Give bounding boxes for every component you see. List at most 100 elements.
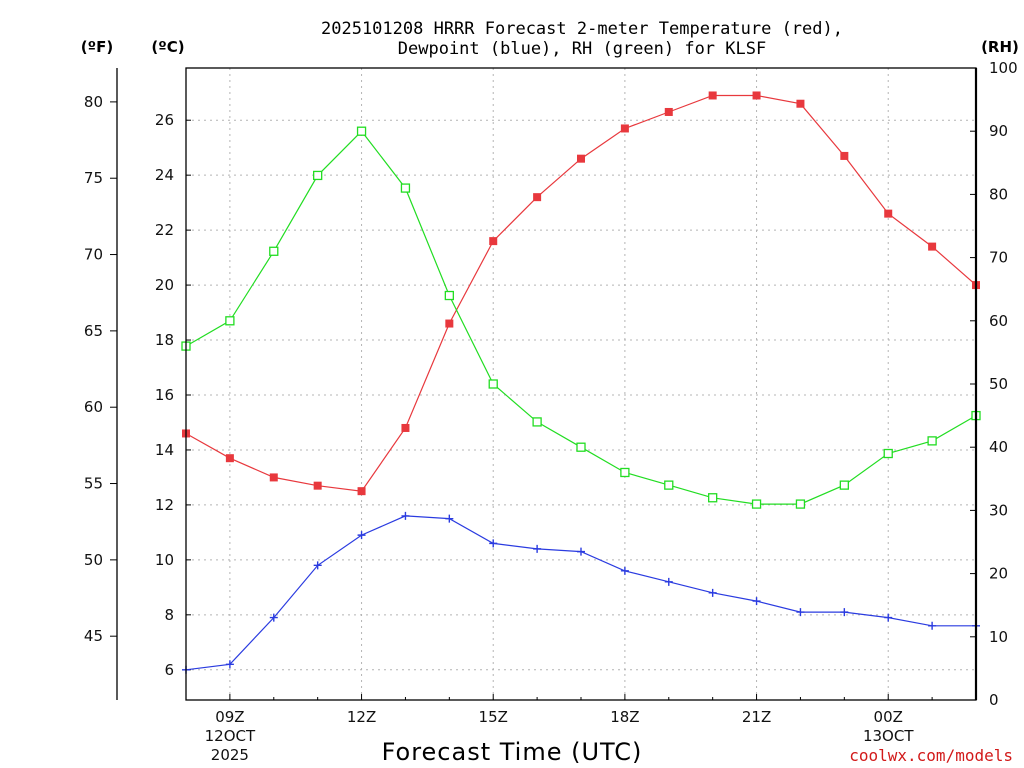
dewpoint-point: [401, 511, 410, 520]
rh-tick-label: 20: [989, 565, 1008, 583]
rh-tick-label: 70: [989, 249, 1008, 267]
rh-tick-label: 30: [989, 501, 1008, 519]
celsius-tick-label: 26: [155, 111, 174, 129]
temperature-point: [884, 209, 893, 218]
x-tick-label: 13OCT: [863, 727, 914, 745]
dewpoint-point: [752, 597, 761, 606]
rh-point: [708, 493, 718, 503]
dewpoint-point: [928, 621, 937, 630]
dewpoint-series: [182, 511, 980, 674]
temperature-point: [577, 154, 585, 163]
celsius-tick-label: 24: [155, 166, 174, 184]
chart-title-line2: Dewpoint (blue), RH (green) for KLSF: [398, 39, 766, 59]
dewpoint-point: [225, 660, 234, 669]
rh-point: [620, 467, 630, 478]
rh-unit-label: (RH): [981, 38, 1019, 56]
fahrenheit-tick-label: 55: [84, 475, 103, 493]
celsius-tick-label: 16: [155, 386, 174, 404]
fahrenheit-tick-label: 80: [84, 93, 103, 111]
fahrenheit-axis: 45 50 55 60 65 70 75 80: [84, 68, 118, 700]
dewpoint-point: [357, 531, 366, 540]
dewpoint-point: [313, 561, 322, 570]
dewpoint-point: [269, 613, 278, 622]
temperature-point: [620, 124, 629, 133]
celsius-tick-label: 12: [155, 496, 174, 514]
fahrenheit-tick-label: 45: [84, 627, 103, 645]
rh-point: [400, 183, 411, 193]
dewpoint-line: [185, 515, 976, 671]
rh-tick-label: 40: [989, 438, 1008, 456]
temperature-point: [928, 242, 937, 251]
x-tick-label: 12Z: [347, 708, 376, 726]
rh-point: [751, 499, 762, 509]
rh-point: [269, 246, 279, 256]
x-tick-label: 09Z: [215, 708, 244, 726]
x-tick-label: 00Z: [874, 708, 903, 726]
dewpoint-point: [796, 608, 805, 617]
x-axis-label: Forecast Time (UTC): [382, 738, 643, 766]
rh-point: [839, 480, 849, 490]
celsius-tick-label: 8: [164, 606, 174, 624]
credit-text: coolwx.com/models: [849, 746, 1013, 765]
temperature-point: [664, 107, 673, 116]
rh-tick-label: 80: [989, 185, 1008, 203]
x-tick-label: 12OCT: [205, 727, 256, 745]
plot-frame: [185, 67, 977, 701]
x-tick-label: 2025: [211, 746, 249, 764]
dewpoint-point: [884, 613, 893, 622]
x-tick-label: 21Z: [742, 708, 771, 726]
celsius-tick-label: 10: [155, 551, 174, 569]
temperature-point: [445, 319, 454, 328]
rh-point: [225, 316, 235, 326]
rh-point: [883, 448, 893, 459]
temperature-point: [796, 99, 805, 108]
rh-tick-label: 60: [989, 312, 1008, 330]
dewpoint-point: [620, 566, 629, 575]
rh-point: [927, 436, 937, 446]
dewpoint-point: [577, 547, 585, 556]
celsius-tick-label: 20: [155, 276, 174, 294]
temperature-point: [313, 481, 322, 490]
chart-title-line1: 2025101208 HRRR Forecast 2-meter Tempera…: [321, 19, 843, 39]
dewpoint-point: [489, 539, 498, 548]
rh-tick-label: 100: [989, 59, 1018, 77]
fahrenheit-tick-label: 50: [84, 551, 103, 569]
rh-point: [488, 379, 498, 389]
temperature-point: [225, 454, 234, 463]
temperature-point: [752, 91, 761, 100]
rh-point: [532, 417, 542, 427]
rh-tick-label: 50: [989, 375, 1008, 393]
rh-point: [356, 126, 367, 136]
rh-point: [795, 499, 806, 509]
fahrenheit-tick-label: 65: [84, 322, 103, 340]
rh-tick-label: 0: [989, 691, 999, 709]
data-series: [181, 91, 981, 674]
dewpoint-point: [840, 608, 849, 617]
celsius-tick-label: 6: [164, 661, 174, 679]
dewpoint-point: [708, 588, 717, 597]
temperature-point: [401, 423, 410, 432]
rh-series: [181, 126, 981, 509]
celsius-tick-label: 22: [155, 221, 174, 239]
temperature-point: [269, 473, 278, 482]
celsius-tick-label: 18: [155, 331, 174, 349]
temperature-point: [708, 91, 717, 100]
temperature-point: [489, 237, 498, 246]
celsius-tick-label: 14: [155, 441, 174, 459]
temperature-point: [840, 151, 849, 160]
rh-point: [664, 480, 674, 490]
celsius-unit-label: (ºC): [151, 38, 184, 56]
rh-tick-label: 10: [989, 628, 1008, 646]
temperature-point: [533, 193, 542, 202]
rh-point: [576, 442, 586, 452]
x-tick-label: 18Z: [610, 708, 639, 726]
temperature-point: [357, 487, 366, 496]
fahrenheit-tick-label: 60: [84, 398, 103, 416]
fahrenheit-tick-label: 70: [84, 246, 103, 264]
fahrenheit-tick-label: 75: [84, 169, 103, 187]
dewpoint-point: [664, 577, 673, 586]
temperature-series: [182, 91, 980, 496]
rh-tick-label: 90: [989, 122, 1008, 140]
